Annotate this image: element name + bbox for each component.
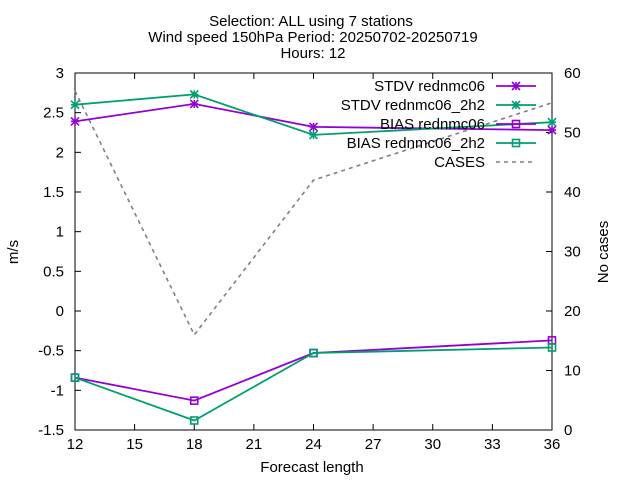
chart-title-line: Hours: 12	[280, 45, 345, 62]
y2-tick-label: 60	[564, 65, 581, 82]
y-tick-label: -1.5	[38, 422, 64, 439]
y-tick-label: 2	[56, 144, 64, 161]
y2-tick-label: 10	[564, 363, 581, 380]
data-point	[308, 130, 319, 140]
y-axis-label: m/s	[5, 240, 22, 264]
x-tick-label: 15	[126, 436, 143, 453]
x-tick-label: 21	[246, 436, 263, 453]
axis-ticks: 12 15 18 21 24 27 30 33 36-1.5-1-0.500.511.522.5…	[38, 65, 581, 453]
data-point	[189, 99, 199, 109]
marker-stroke	[547, 117, 557, 127]
x-tick-label: 12	[67, 436, 84, 453]
legend-label: CASES	[434, 154, 485, 171]
series-bias-rednmc06	[70, 336, 557, 405]
y-tick-label: -1	[51, 382, 64, 399]
legend-entry: BIAS rednmc06_2h2	[347, 135, 536, 152]
y-tick-label: 3	[56, 65, 64, 82]
data-point	[547, 117, 557, 127]
y-tick-label: -0.5	[38, 343, 64, 360]
chart-title-line: Wind speed 150hPa Period: 20250702-20250…	[148, 29, 477, 46]
data-point	[189, 416, 199, 425]
marker-stroke	[189, 89, 199, 99]
y-tick-label: 2.5	[43, 105, 64, 122]
data-point	[189, 396, 199, 405]
y2-tick-label: 30	[564, 244, 581, 261]
legend-label: BIAS rednmc06	[380, 116, 485, 133]
series-line	[74, 346, 553, 422]
legend-entry: STDV rednmc06	[374, 78, 536, 95]
x-tick-label: 30	[424, 436, 441, 453]
series-line	[74, 93, 553, 136]
data-point	[511, 138, 521, 148]
legend-entry: CASES	[434, 154, 536, 171]
x-tick-label: 24	[305, 436, 322, 453]
y2-tick-label: 40	[564, 184, 581, 201]
data-point	[309, 348, 318, 358]
marker-stroke	[308, 122, 319, 132]
x-axis-label: Forecast length	[260, 459, 363, 476]
legend-label: STDV rednmc06	[374, 78, 485, 95]
data-point	[70, 116, 80, 126]
series-bias-rednmc06-2h2	[70, 343, 557, 425]
marker-stroke	[511, 81, 521, 91]
legend: STDV rednmc06 STDV rednmc06_2h2 BIAS rednm…	[341, 78, 536, 171]
marker-stroke	[70, 100, 80, 110]
y-tick-label: 1.5	[43, 184, 64, 201]
legend-label: STDV rednmc06_2h2	[341, 97, 485, 114]
y2-tick-label: 50	[564, 125, 581, 142]
marker-stroke	[189, 99, 199, 109]
marker-stroke	[511, 100, 521, 110]
legend-label: BIAS rednmc06_2h2	[347, 135, 485, 152]
data-point	[70, 100, 80, 110]
x-tick-label: 33	[484, 436, 501, 453]
data-point	[189, 89, 199, 99]
marker-stroke	[547, 125, 557, 135]
legend-entry: BIAS rednmc06	[380, 116, 536, 133]
x-tick-label: 18	[186, 436, 203, 453]
y2-tick-label: 0	[564, 422, 572, 439]
y-tick-label: 1	[56, 224, 64, 241]
series-cases	[74, 90, 553, 337]
x-tick-label: 36	[544, 436, 561, 453]
series-line	[74, 339, 553, 402]
data-point	[70, 373, 80, 382]
x-tick-label: 27	[365, 436, 382, 453]
y-tick-label: 0.5	[43, 263, 64, 280]
data-point	[547, 125, 557, 135]
chart-title: Selection: ALL using 7 stations Wind spe…	[148, 13, 477, 62]
y-tick-label: 0	[56, 303, 64, 320]
legend-entry: STDV rednmc06_2h2	[341, 97, 536, 114]
data-point	[511, 119, 521, 129]
series-layer	[70, 89, 557, 425]
data-point	[547, 343, 557, 352]
series-line	[74, 90, 553, 337]
y2-tick-label: 20	[564, 303, 581, 320]
chart-title-line: Selection: ALL using 7 stations	[209, 13, 413, 30]
marker-stroke	[308, 130, 319, 140]
data-point	[308, 122, 319, 132]
marker-stroke	[70, 116, 80, 126]
data-point	[511, 100, 521, 110]
series-stdv-rednmc06-2h2	[70, 89, 557, 140]
y2-axis-label: No cases	[595, 221, 612, 284]
data-point	[511, 81, 521, 91]
